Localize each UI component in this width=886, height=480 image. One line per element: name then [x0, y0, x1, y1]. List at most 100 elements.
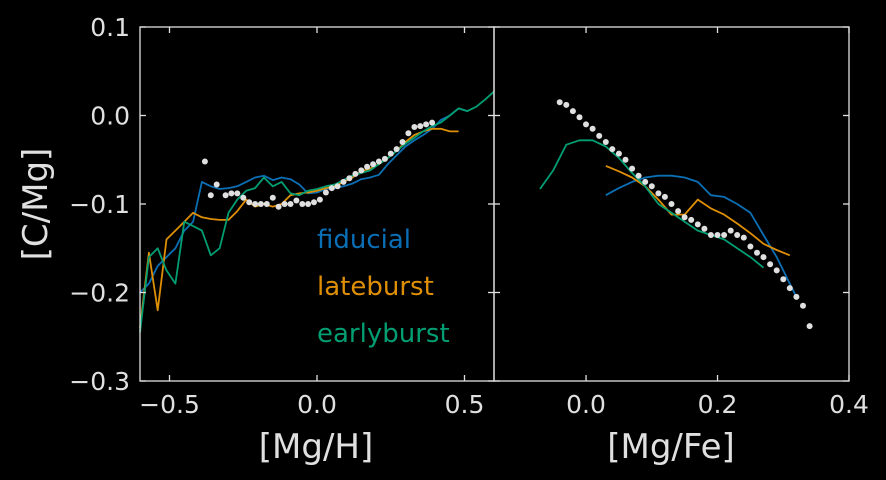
data-point: [760, 254, 767, 261]
data-point: [340, 178, 347, 185]
data-point: [328, 185, 335, 192]
scatter-series-mg-fe: [556, 99, 813, 330]
data-point: [629, 165, 636, 172]
data-point: [263, 201, 270, 207]
y-axis-label: [C/Mg]: [16, 148, 56, 261]
data-point: [275, 203, 282, 210]
x-tick-label: 0.2: [698, 390, 738, 419]
x-tick-label: 0.0: [297, 390, 337, 419]
data-point: [411, 124, 418, 130]
panel-mg-fe: 0.0 0.2 0.4: [493, 26, 869, 419]
data-point: [370, 161, 377, 168]
data-point: [305, 201, 312, 207]
data-point: [589, 125, 596, 132]
data-point: [281, 201, 288, 207]
x-tick-label: −0.5: [139, 390, 200, 419]
data-point: [569, 108, 576, 115]
panel-mg-h: −0.5 0.0 0.5 −0.3 −0.2 −0.1 0.0 0.1: [69, 13, 495, 419]
data-point: [596, 132, 603, 139]
data-point: [734, 232, 741, 238]
data-point: [375, 158, 382, 165]
data-point: [786, 285, 793, 292]
legend-entry-lateburst: lateburst: [317, 272, 434, 302]
data-point: [381, 155, 388, 162]
data-point: [234, 190, 241, 197]
data-point: [387, 150, 394, 157]
x-axis-label-mg-h: [Mg/H]: [259, 427, 373, 467]
data-point: [681, 214, 688, 221]
data-point: [316, 196, 323, 203]
data-point: [201, 158, 208, 165]
data-point: [269, 194, 276, 201]
y-tick-label: −0.1: [69, 190, 130, 219]
data-point: [615, 150, 622, 157]
data-point: [322, 189, 329, 196]
data-point: [714, 232, 721, 238]
data-point: [609, 146, 616, 153]
data-point: [423, 121, 430, 128]
legend-entry-fiducial: fiducial: [317, 225, 411, 255]
series-line-lateburst-mg-fe: [605, 165, 791, 257]
data-point: [364, 163, 371, 170]
data-point: [642, 178, 649, 185]
data-point: [767, 261, 774, 268]
data-point: [399, 139, 406, 145]
data-point: [701, 225, 708, 232]
series-line-earlyburst-mg-fe: [539, 139, 765, 269]
data-point: [299, 201, 306, 207]
data-point: [661, 193, 668, 200]
data-point: [747, 243, 754, 250]
data-point: [622, 156, 629, 163]
data-point: [563, 101, 570, 108]
x-tick-label: 0.5: [445, 390, 485, 419]
data-point: [228, 190, 235, 197]
data-point: [583, 121, 589, 128]
data-point: [727, 227, 734, 234]
legend-entry-earlyburst: earlyburst: [317, 319, 450, 349]
data-point: [800, 302, 806, 309]
data-point: [754, 249, 760, 256]
data-point: [635, 172, 642, 179]
x-tick-label: 0.0: [566, 390, 606, 419]
x-axis-label-mg-fe: [Mg/Fe]: [607, 427, 735, 467]
series-line-earlyburst-mg-h: [139, 90, 495, 333]
data-point: [773, 267, 780, 274]
data-point: [222, 192, 229, 199]
data-point: [655, 190, 662, 197]
y-tick-label: −0.3: [69, 367, 130, 396]
data-point: [721, 232, 728, 238]
data-point: [694, 221, 701, 228]
data-point: [707, 232, 714, 238]
data-point: [740, 234, 747, 241]
data-point: [207, 192, 214, 199]
y-tick-label: −0.2: [69, 279, 130, 308]
data-point: [417, 123, 424, 130]
legend: fiducial lateburst earlyburst: [317, 225, 450, 349]
data-point: [293, 197, 300, 204]
data-point: [246, 199, 253, 206]
data-point: [252, 201, 259, 207]
data-point: [393, 146, 400, 153]
scatter-series-mg-h: [201, 119, 436, 210]
data-point: [287, 201, 294, 207]
y-tick-label: 0.1: [90, 13, 130, 42]
data-point: [358, 167, 365, 174]
series-line-fiducial-mg-h: [139, 107, 468, 294]
data-point: [668, 201, 675, 207]
data-point: [213, 181, 220, 188]
data-point: [346, 175, 353, 182]
y-tick-label: 0.0: [90, 102, 130, 131]
data-point: [780, 276, 787, 283]
data-point: [648, 183, 655, 190]
data-point: [602, 139, 609, 145]
x-tick-label: 0.4: [829, 390, 869, 419]
data-point: [806, 323, 813, 330]
data-point: [257, 201, 264, 207]
data-point: [556, 99, 563, 106]
data-point: [429, 119, 436, 126]
data-point: [688, 216, 695, 223]
data-point: [334, 183, 341, 190]
data-point: [675, 208, 682, 215]
